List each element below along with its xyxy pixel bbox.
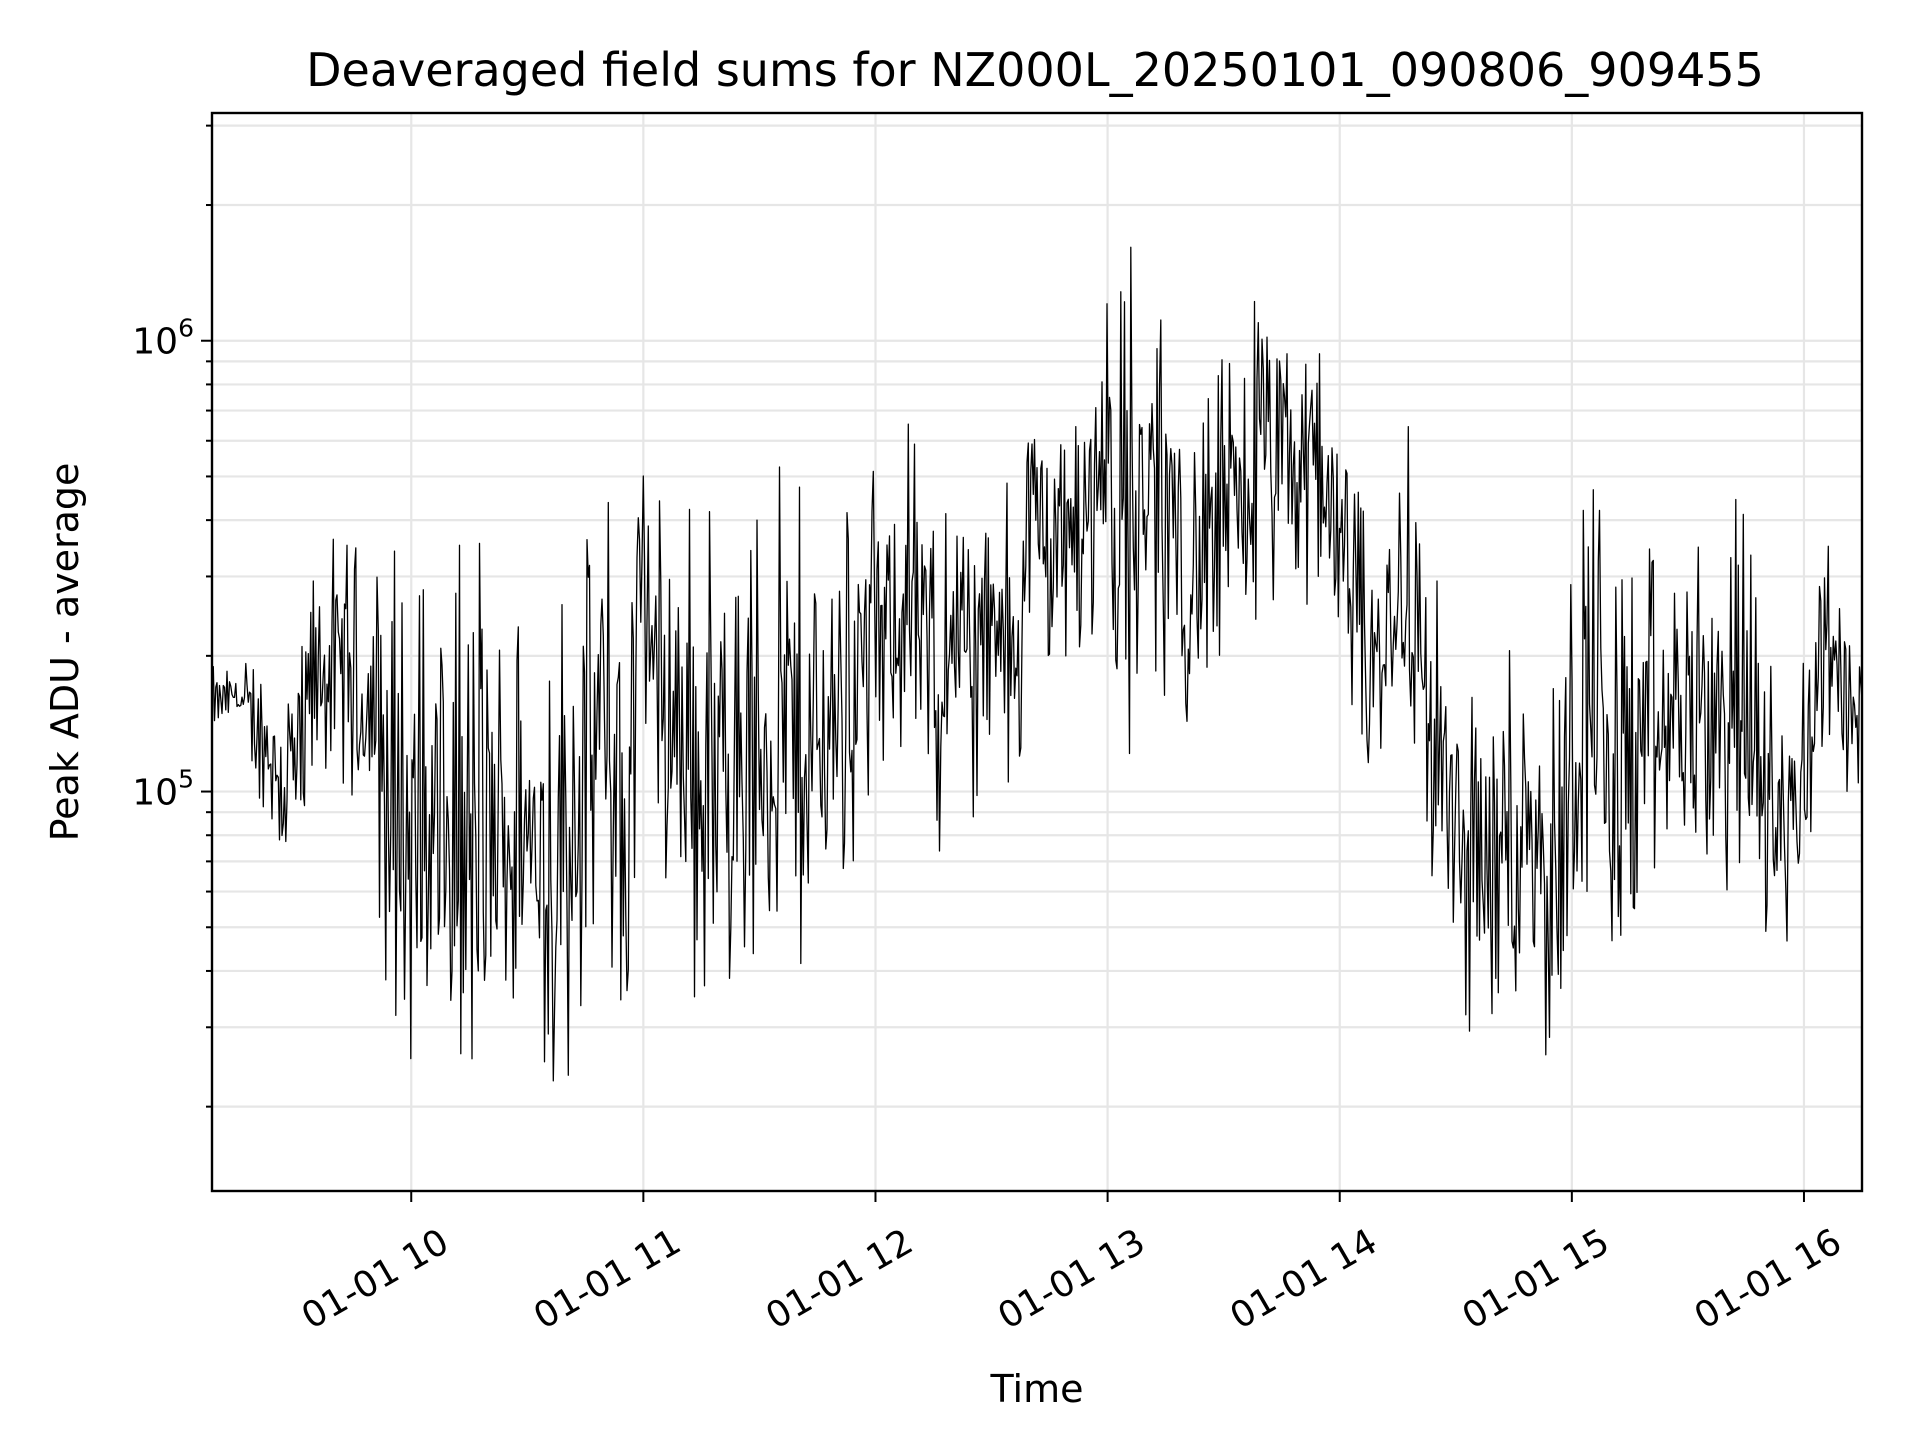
y-axis-label: Peak ADU - average: [43, 463, 87, 842]
series-line: [211, 246, 1863, 1082]
y-tick-label: 105: [132, 765, 194, 814]
chart-title: Deaveraged field sums for NZ000L_2025010…: [306, 43, 1764, 97]
series-layer: [211, 246, 1863, 1082]
x-axis-label: Time: [990, 1367, 1084, 1411]
plot-frame: [210, 111, 1864, 1193]
y-tick-label: 106: [132, 314, 194, 363]
